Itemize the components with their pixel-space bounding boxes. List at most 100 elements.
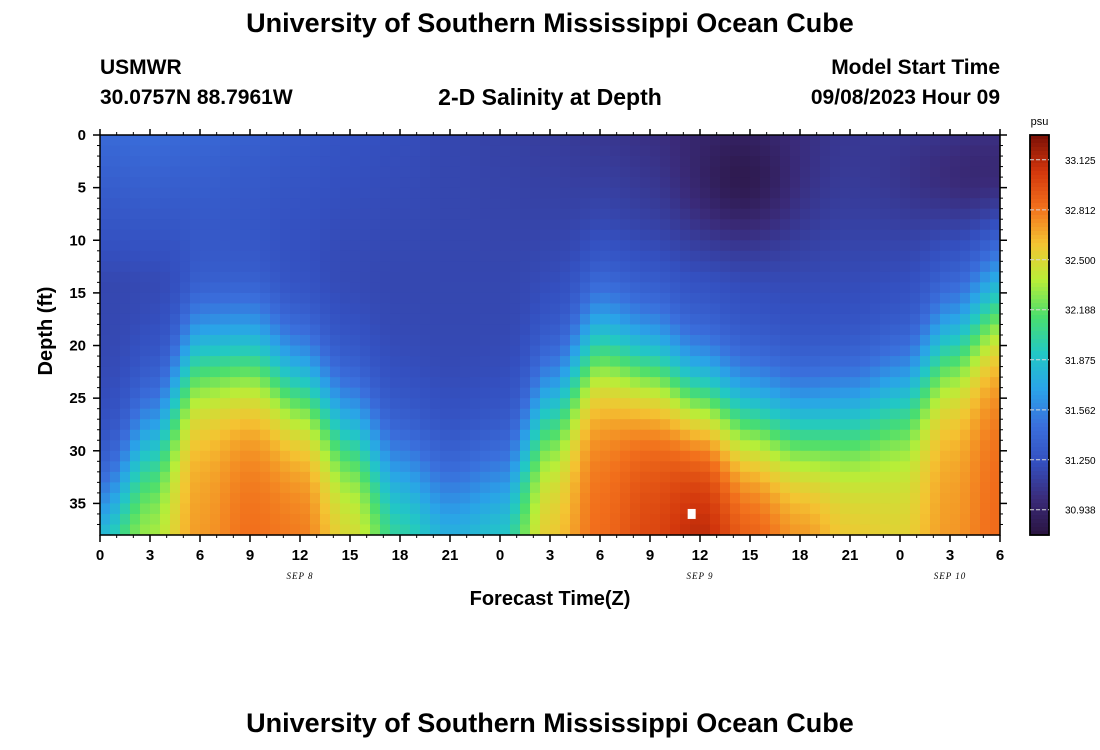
heatmap-cell (820, 471, 831, 483)
heatmap-cell (670, 429, 681, 441)
heatmap-cell (590, 250, 601, 262)
heatmap-cell (780, 461, 791, 473)
heatmap-cell (610, 292, 621, 305)
y-tick-label: 25 (69, 390, 86, 407)
heatmap-cell (430, 471, 441, 483)
heatmap-cell (730, 377, 741, 389)
heatmap-cell (950, 229, 961, 241)
heatmap-cell (810, 282, 821, 294)
heatmap-cell (330, 429, 341, 441)
heatmap-cell (190, 513, 201, 526)
heatmap-cell (190, 156, 201, 168)
heatmap-cell (340, 366, 351, 378)
heatmap-cell (690, 177, 701, 189)
heatmap-cell (820, 219, 831, 231)
heatmap-cell (520, 398, 531, 410)
heatmap-cell (620, 492, 631, 505)
heatmap-cell (620, 398, 631, 410)
heatmap-cell (640, 335, 651, 347)
heatmap-cell (410, 429, 421, 441)
heatmap-cell (670, 219, 681, 231)
heatmap-cell (400, 292, 411, 305)
heatmap-cell (120, 282, 131, 294)
heatmap-cell (130, 292, 141, 305)
heatmap-cell (580, 503, 591, 515)
heatmap-cell (300, 408, 311, 420)
x-tick-label: 15 (742, 547, 759, 564)
heatmap-cell (500, 313, 511, 326)
heatmap-cell (760, 250, 771, 262)
heatmap-cell (410, 387, 421, 399)
heatmap-cell (260, 503, 271, 515)
heatmap-cell (270, 408, 281, 420)
heatmap-cell (900, 450, 911, 462)
heatmap-cell (390, 398, 401, 410)
heatmap-cell (600, 482, 611, 494)
heatmap-cell (590, 282, 601, 294)
heatmap-cell (540, 145, 551, 157)
heatmap-cell (930, 292, 941, 305)
heatmap-cell (410, 229, 421, 241)
heatmap-cell (740, 419, 751, 431)
heatmap-cell (300, 271, 311, 283)
colorbar-segment (1030, 511, 1049, 516)
heatmap-cell (770, 482, 781, 494)
heatmap-cell (600, 398, 611, 410)
heatmap-cell (460, 440, 471, 452)
heatmap-cell (630, 187, 641, 199)
heatmap-cell (210, 419, 221, 431)
heatmap-cell (110, 408, 121, 420)
heatmap-cell (390, 156, 401, 168)
colorbar-segment (1030, 287, 1049, 292)
heatmap-cell (970, 335, 981, 347)
heatmap-cell (560, 503, 571, 515)
heatmap-cell (920, 145, 931, 157)
heatmap-cell (130, 377, 141, 389)
heatmap-cell (750, 429, 761, 441)
heatmap-cell (190, 387, 201, 399)
heatmap-cell (130, 345, 141, 357)
heatmap-cell (420, 229, 431, 241)
heatmap-cell (510, 345, 521, 357)
heatmap-cell (650, 240, 661, 252)
heatmap-cell (170, 282, 181, 294)
heatmap-cell (450, 419, 461, 431)
heatmap-cell (860, 324, 871, 336)
heatmap-cell (110, 398, 121, 410)
heatmap-cell (770, 156, 781, 168)
heatmap-cell (690, 471, 701, 483)
heatmap-cell (450, 492, 461, 505)
heatmap-cell (830, 282, 841, 294)
heatmap-cell (810, 229, 821, 241)
heatmap-cell (970, 408, 981, 420)
heatmap-cell (800, 229, 811, 241)
heatmap-cell (230, 345, 241, 357)
heatmap-cell (540, 240, 551, 252)
x-tick-label: 21 (442, 547, 459, 564)
heatmap-cell (410, 261, 421, 273)
heatmap-cell (450, 524, 461, 536)
heatmap-cell (430, 513, 441, 526)
heatmap-cell (530, 429, 541, 441)
heatmap-cell (620, 335, 631, 347)
heatmap-cell (760, 271, 771, 283)
heatmap-cell (770, 198, 781, 210)
heatmap-cell (950, 398, 961, 410)
heatmap-cell (460, 313, 471, 326)
heatmap-cell (790, 271, 801, 283)
heatmap-cell (780, 492, 791, 505)
heatmap-cell (970, 313, 981, 326)
heatmap-cell (190, 408, 201, 420)
heatmap-cell (950, 324, 961, 336)
heatmap-cell (110, 229, 121, 241)
heatmap-cell (140, 240, 151, 252)
heatmap-cell (580, 282, 591, 294)
heatmap-cell (340, 282, 351, 294)
heatmap-cell (390, 219, 401, 231)
heatmap-cell (230, 156, 241, 168)
heatmap-cell (830, 271, 841, 283)
heatmap-cell (580, 513, 591, 526)
heatmap-cell (790, 208, 801, 220)
heatmap-cell (450, 377, 461, 389)
heatmap-cell (730, 419, 741, 431)
